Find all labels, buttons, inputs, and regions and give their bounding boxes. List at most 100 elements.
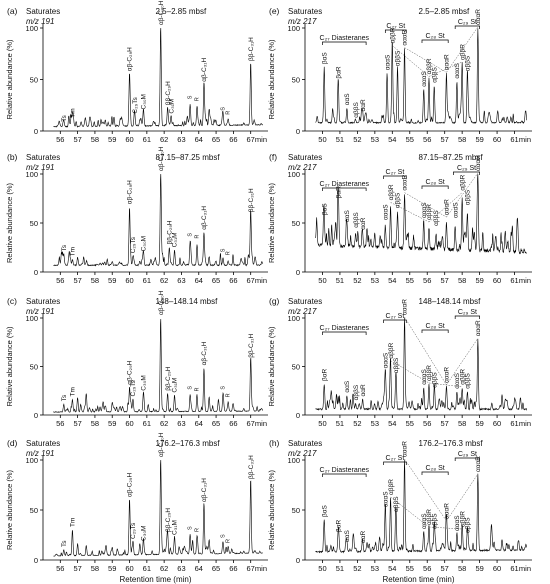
compound-label: Saturates bbox=[26, 153, 60, 162]
x-tick-label: 67 bbox=[247, 135, 255, 144]
x-tick-label: 57 bbox=[73, 419, 81, 428]
peak-label: αααR bbox=[475, 9, 482, 25]
x-tick-label: 55 bbox=[406, 564, 414, 573]
y-axis-label: Relative abundance (%) bbox=[267, 326, 276, 407]
chromatogram-trace bbox=[53, 459, 263, 557]
peak-label: Tm bbox=[70, 108, 77, 117]
x-tick-label: 62 bbox=[160, 276, 168, 285]
depth-label: 2.5–2.85 mbsf bbox=[419, 7, 470, 16]
peak-label: αββS bbox=[353, 384, 360, 400]
x-tick-label: 61 bbox=[510, 419, 518, 428]
peak-label: αααS bbox=[384, 54, 391, 70]
x-tick-label: 63 bbox=[177, 135, 185, 144]
chromatogram-trace bbox=[315, 28, 528, 125]
peak-label: αβ-C₃₁H bbox=[201, 206, 208, 230]
group-label: C₂₉ St bbox=[457, 165, 476, 172]
stereo-mark: R bbox=[195, 388, 201, 392]
x-tick-label: 53 bbox=[371, 564, 379, 573]
peak-label: C₃₁M bbox=[172, 232, 179, 247]
x-tick-label: 61 bbox=[510, 564, 518, 573]
group-bracket bbox=[421, 329, 449, 333]
x-tick-label: 59 bbox=[108, 564, 116, 573]
peak-label: αβ-C₂₉H bbox=[127, 473, 134, 497]
x-tick-label: 57 bbox=[73, 564, 81, 573]
peak-label: αααS bbox=[421, 369, 428, 385]
panel-label: (g) bbox=[269, 296, 280, 306]
x-tick-label: 51 bbox=[336, 135, 344, 144]
homolog-guide-line bbox=[390, 202, 430, 223]
x-axis-label: Retention time (min) bbox=[119, 575, 191, 584]
x-tick-label: 53 bbox=[371, 276, 379, 285]
group-label: C₂₈ St bbox=[425, 33, 444, 40]
x-tick-label: 56 bbox=[423, 135, 431, 144]
y-tick-label: 0 bbox=[34, 411, 38, 420]
x-tick-label: 63 bbox=[177, 564, 185, 573]
group-label: C₂₈ St bbox=[425, 323, 444, 330]
peak-label: ββ-C₃₁H bbox=[248, 37, 255, 61]
depth-label: 176.2–176.3 mbsf bbox=[419, 439, 484, 448]
stereo-mark: R bbox=[195, 528, 201, 532]
peak-label: αααS bbox=[454, 62, 461, 78]
x-tick-label: 51 bbox=[336, 419, 344, 428]
mz-label: m/z 191 bbox=[26, 307, 54, 316]
stereo-mark: S bbox=[221, 534, 227, 538]
group-label: C₂₈ St bbox=[425, 465, 444, 472]
y-tick-label: 0 bbox=[296, 556, 300, 565]
peak-label: C₂₉Ts bbox=[132, 97, 139, 114]
peak-label: αββS bbox=[433, 210, 440, 226]
x-tick-label: 61 bbox=[143, 419, 151, 428]
peak-label: αββS bbox=[353, 101, 360, 117]
group-bracket bbox=[383, 461, 407, 465]
x-unit-label: min bbox=[519, 419, 531, 428]
peak-label: αββS bbox=[395, 192, 402, 208]
group-bracket bbox=[454, 457, 480, 461]
group-bracket bbox=[383, 175, 407, 179]
group-label: C₂₈ St bbox=[425, 179, 444, 186]
peak-label: αββR bbox=[426, 509, 433, 525]
chromatogram-trace bbox=[315, 173, 527, 255]
peak-label: αααS bbox=[454, 372, 461, 388]
group-bracket bbox=[322, 41, 367, 45]
x-tick-label: 60 bbox=[125, 419, 133, 428]
peak-label: αααS bbox=[383, 491, 390, 507]
stereo-mark: S bbox=[188, 95, 194, 99]
x-tick-label: 58 bbox=[91, 276, 99, 285]
peak-label: αααR bbox=[444, 367, 451, 383]
x-tick-label: 56 bbox=[56, 419, 64, 428]
x-tick-label: 56 bbox=[56, 276, 64, 285]
stereo-mark: R bbox=[226, 539, 232, 543]
peak-label: αβ-C₃₀H bbox=[158, 0, 165, 25]
x-tick-label: 65 bbox=[212, 276, 220, 285]
x-tick-label: 52 bbox=[353, 419, 361, 428]
panel-label: (d) bbox=[7, 438, 18, 448]
y-tick-label: 100 bbox=[25, 314, 38, 323]
homolog-guide-line bbox=[446, 172, 479, 218]
peak-label: C₂₉Ts bbox=[130, 379, 137, 396]
x-tick-label: 61 bbox=[510, 135, 518, 144]
x-tick-label: 61 bbox=[143, 135, 151, 144]
peak-label: αααS bbox=[383, 352, 390, 368]
x-tick-label: 59 bbox=[475, 276, 483, 285]
peak-label: αβ-C₃₀H bbox=[158, 290, 165, 315]
x-tick-label: 57 bbox=[441, 564, 449, 573]
y-tick-label: 100 bbox=[287, 24, 300, 33]
peak-label: αβ-C₂₉H bbox=[127, 360, 134, 384]
peak-label: αββS bbox=[465, 517, 472, 533]
peak-label: ββ-C₂₉H bbox=[165, 366, 172, 390]
mz-label: m/z 217 bbox=[288, 17, 317, 26]
peak-label: αββR bbox=[459, 174, 466, 190]
x-tick-label: 57 bbox=[441, 135, 449, 144]
peak-label: αααS bbox=[454, 515, 461, 531]
peak-label: αββR bbox=[388, 342, 395, 358]
panel-label: (a) bbox=[7, 6, 18, 16]
x-tick-label: 56 bbox=[423, 419, 431, 428]
peak-label: αβ-C₃₁H bbox=[201, 478, 208, 502]
peak-label: ββ-C₃₁H bbox=[248, 334, 255, 358]
x-tick-label: 62 bbox=[160, 419, 168, 428]
peak-label: Ts bbox=[61, 115, 68, 122]
x-tick-label: 57 bbox=[73, 276, 81, 285]
